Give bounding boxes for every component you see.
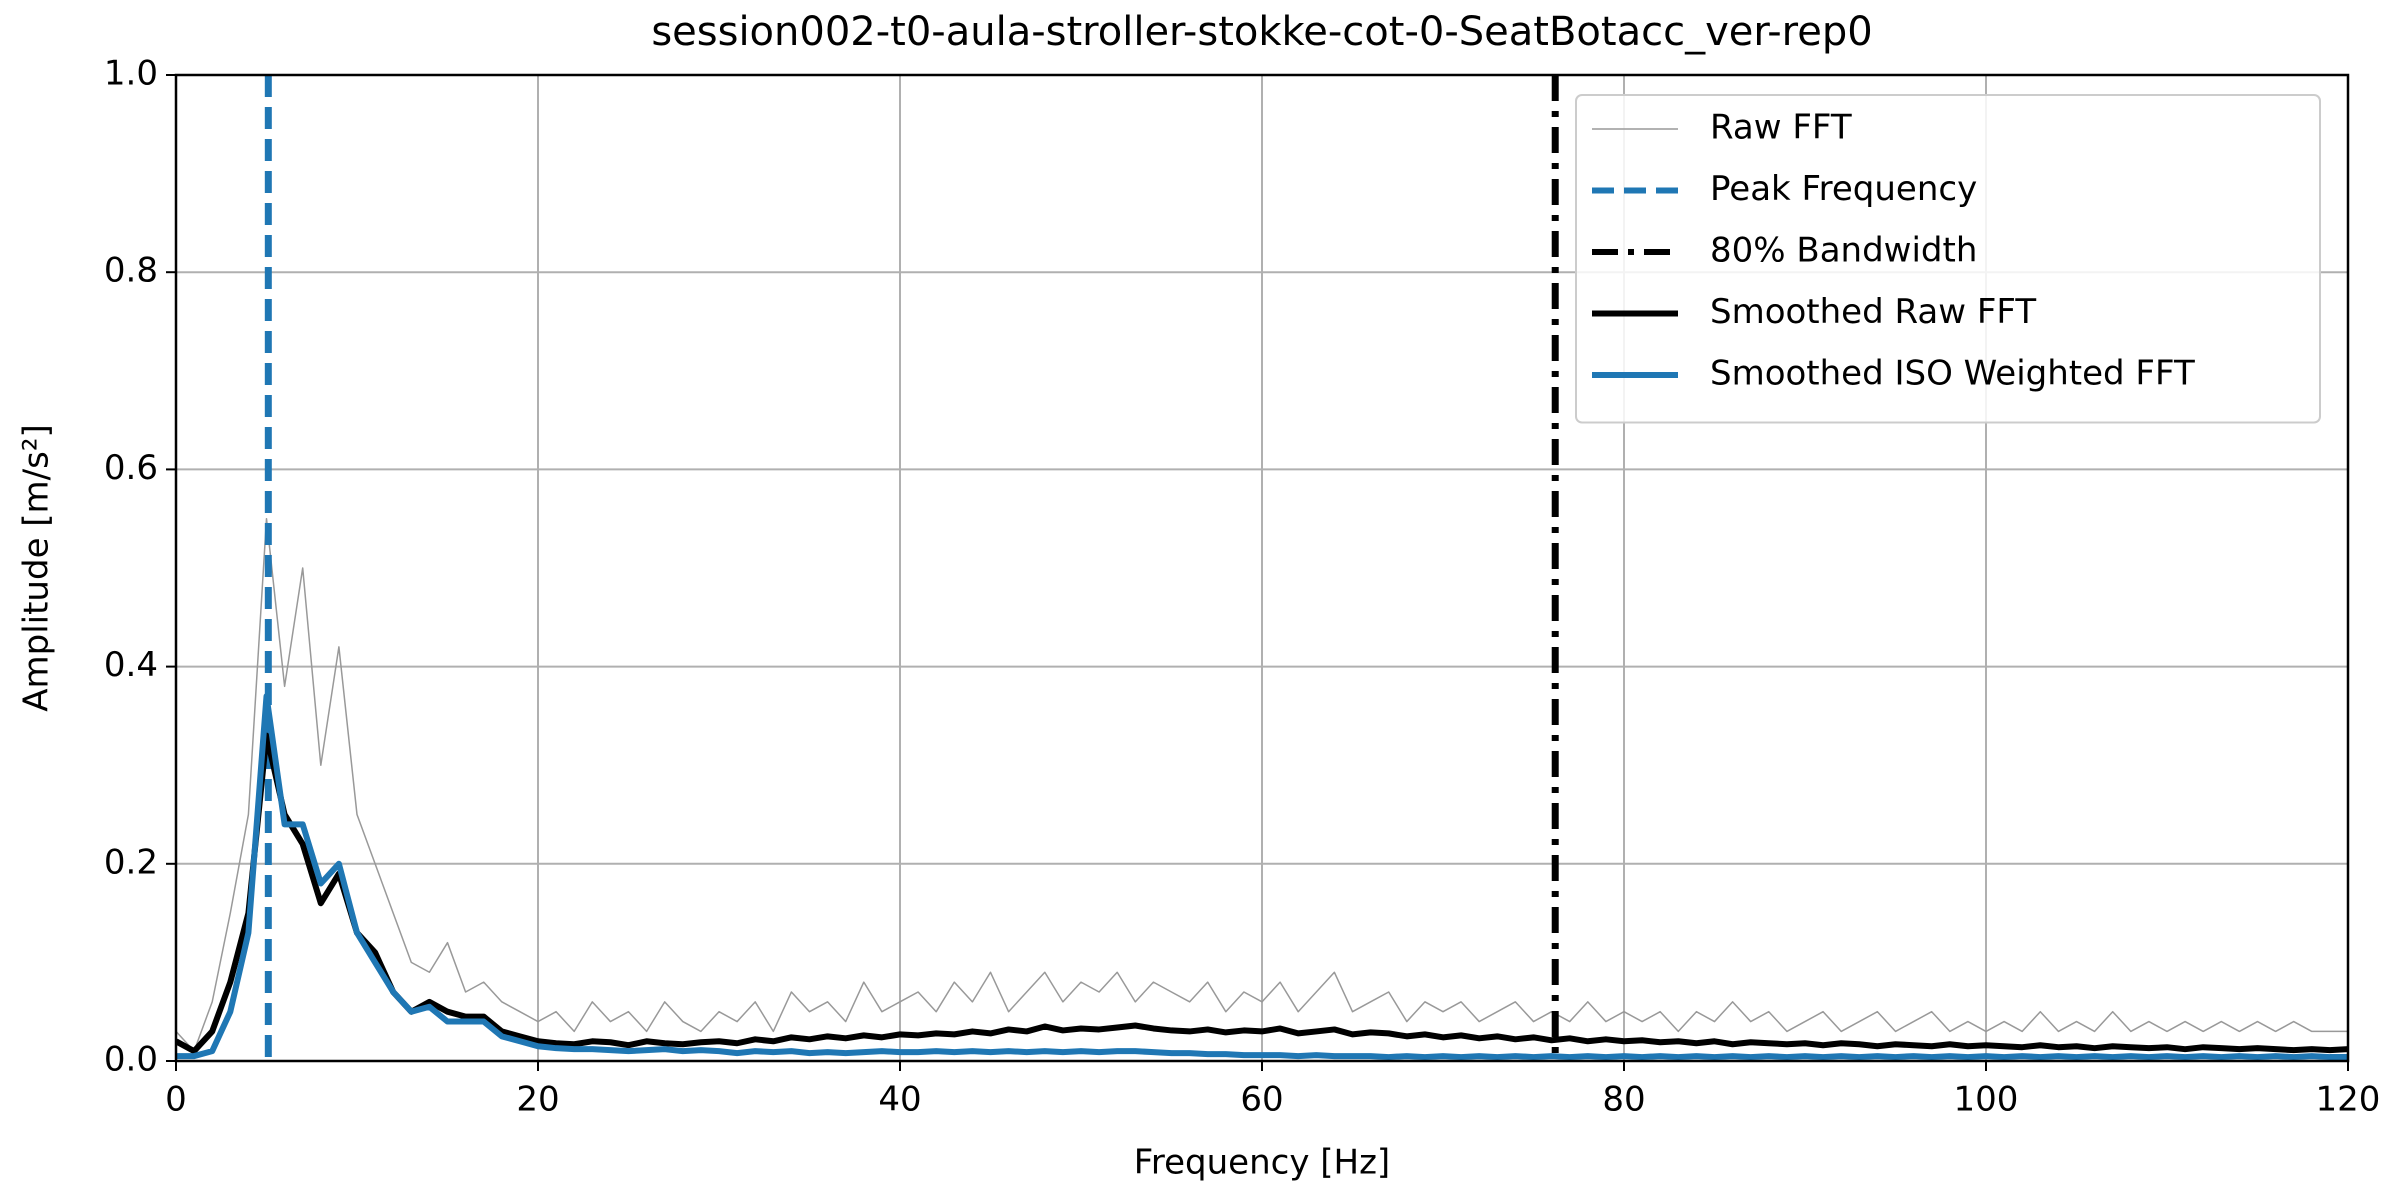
x-tick-label: 100 [1954,1080,2019,1120]
x-tick-label: 60 [1240,1080,1283,1120]
series-line [176,732,2348,1055]
chart-title: session002-t0-aula-stroller-stokke-cot-0… [651,9,1872,55]
y-tick-label: 0.8 [104,251,158,291]
y-tick-label: 1.0 [104,54,158,94]
x-tick-label: 0 [165,1080,187,1120]
legend-label: Peak Frequency [1710,169,1977,209]
legend-label: Raw FFT [1710,108,1852,148]
y-tick-label: 0.2 [104,842,158,882]
legend-label: 80% Bandwidth [1710,231,1977,271]
y-tick-label: 0.0 [104,1040,158,1080]
y-axis-label: Amplitude [m/s²] [17,424,57,712]
y-tick-label: 0.4 [104,645,158,685]
plot-frame [174,73,2350,1063]
x-tick-label: 120 [2316,1080,2381,1120]
x-tick-label: 40 [878,1080,921,1120]
y-tick-label: 0.6 [104,448,158,488]
plot-area [176,75,2348,1061]
series-line [176,693,2348,1061]
x-tick-label: 80 [1602,1080,1645,1120]
x-tick-label: 20 [516,1080,559,1120]
legend-label: Smoothed Raw FFT [1710,292,2036,332]
legend-label: Smoothed ISO Weighted FFT [1710,354,2195,394]
x-axis-label: Frequency [Hz] [1134,1143,1390,1183]
series-line [176,517,2348,1052]
legend-box [1575,94,2321,424]
